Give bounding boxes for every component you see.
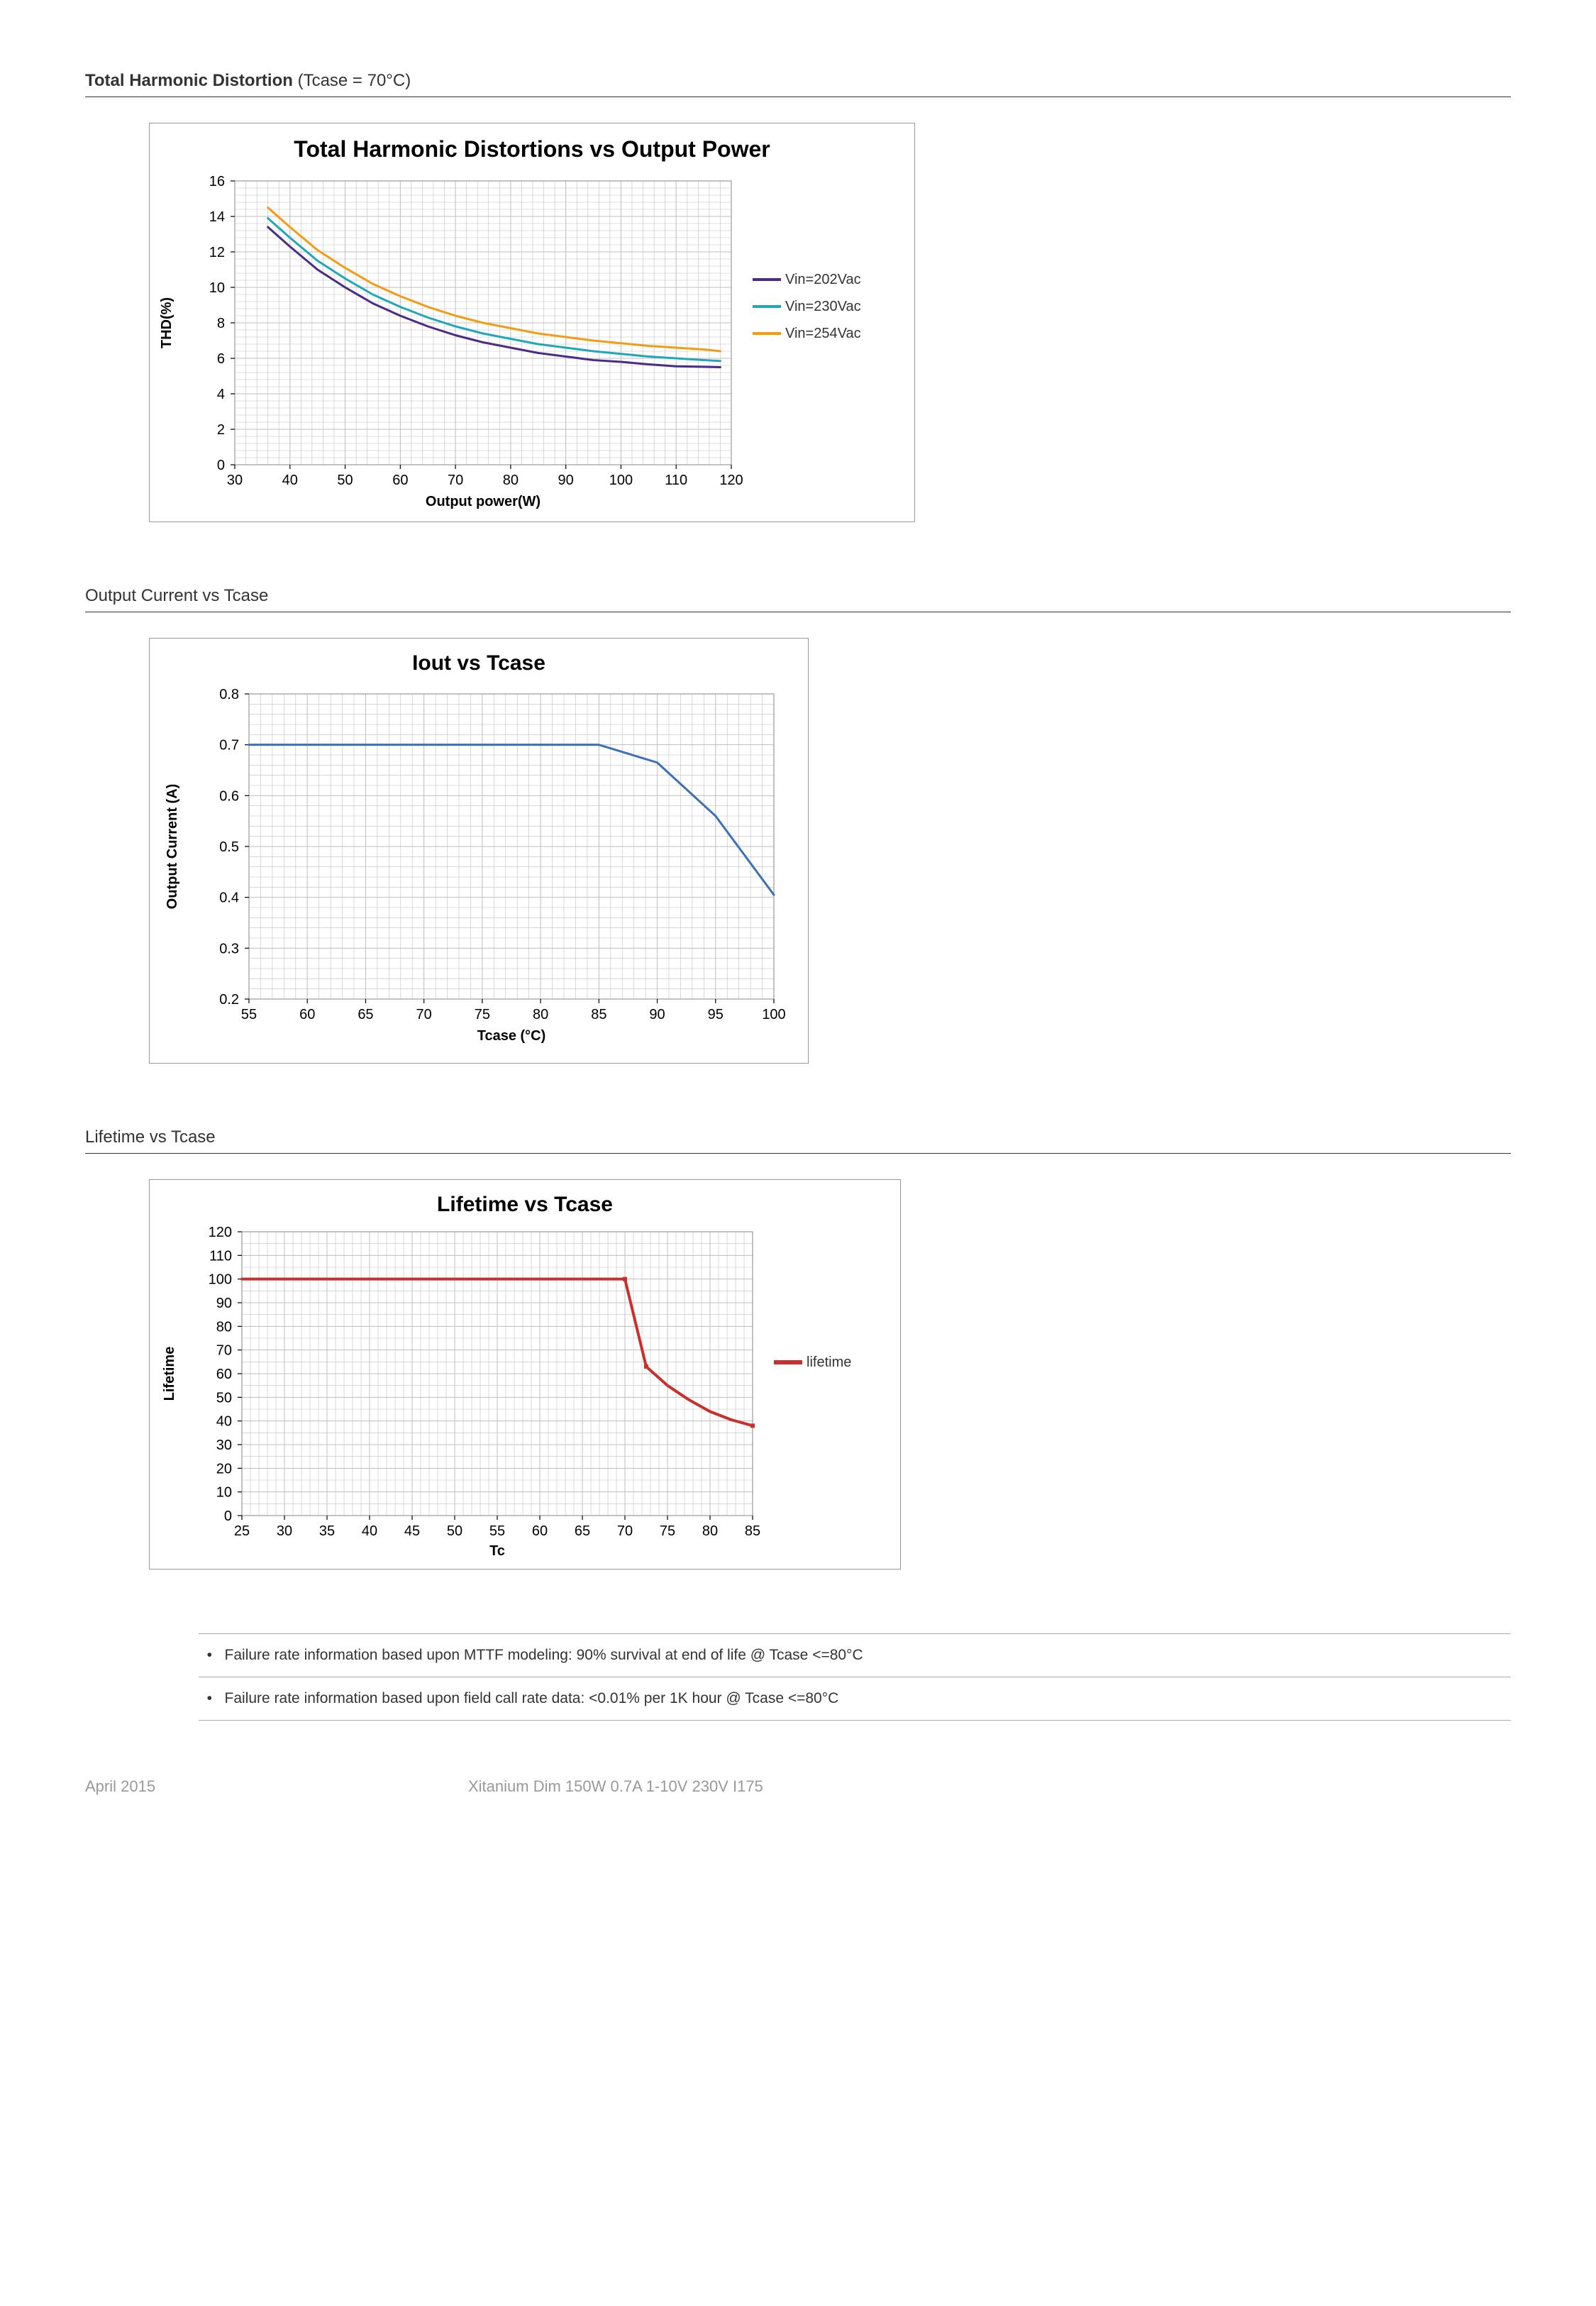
svg-text:Tc: Tc <box>489 1543 505 1559</box>
svg-text:6: 6 <box>217 351 225 367</box>
svg-text:120: 120 <box>209 1225 232 1240</box>
svg-text:75: 75 <box>475 1007 490 1022</box>
svg-text:40: 40 <box>216 1414 232 1430</box>
svg-text:8: 8 <box>217 316 225 331</box>
svg-text:16: 16 <box>209 174 225 189</box>
svg-text:0.4: 0.4 <box>219 890 239 906</box>
svg-text:40: 40 <box>362 1523 377 1539</box>
svg-text:0.6: 0.6 <box>219 788 239 804</box>
svg-text:Lifetime: Lifetime <box>162 1347 177 1401</box>
svg-text:50: 50 <box>216 1390 232 1406</box>
notes: • Failure rate information based upon MT… <box>199 1633 1511 1721</box>
svg-text:60: 60 <box>299 1007 315 1022</box>
chart1-thd: Total Harmonic Distortions vs Output Pow… <box>149 123 915 522</box>
svg-text:90: 90 <box>649 1007 665 1022</box>
svg-text:85: 85 <box>591 1007 606 1022</box>
svg-text:10: 10 <box>216 1485 232 1501</box>
svg-text:0.5: 0.5 <box>219 839 239 855</box>
svg-text:110: 110 <box>209 1248 232 1264</box>
svg-text:0.8: 0.8 <box>219 687 239 702</box>
svg-text:50: 50 <box>337 473 353 488</box>
svg-text:85: 85 <box>745 1523 760 1539</box>
svg-text:80: 80 <box>702 1523 718 1539</box>
svg-text:70: 70 <box>216 1343 232 1359</box>
svg-text:100: 100 <box>609 473 633 488</box>
chart2-svg: 55 60 65 70 75 80 85 90 95 100 0.2 0.3 0.4 0.5 0.6 0.7 0… <box>150 680 809 1063</box>
svg-text:55: 55 <box>241 1007 257 1022</box>
svg-text:0: 0 <box>217 458 225 473</box>
chart3-legend: lifetime <box>774 1349 851 1376</box>
svg-text:60: 60 <box>392 473 408 488</box>
section3-header: Lifetime vs Tcase <box>85 1127 1511 1154</box>
chart2-title: Iout vs Tcase <box>150 639 808 680</box>
svg-text:70: 70 <box>448 473 463 488</box>
svg-text:Tcase (°C): Tcase (°C) <box>477 1028 546 1044</box>
section2-header: Output Current vs Tcase <box>85 586 1511 612</box>
svg-text:40: 40 <box>282 473 298 488</box>
svg-text:90: 90 <box>558 473 574 488</box>
svg-text:80: 80 <box>216 1319 232 1335</box>
svg-text:0.2: 0.2 <box>219 992 239 1008</box>
svg-text:75: 75 <box>660 1523 675 1539</box>
svg-text:Output Current (A): Output Current (A) <box>165 784 180 910</box>
chart3-svg: 25 30 35 40 45 50 55 60 65 70 75 80 85 0 10 20 30 40 50 60 7… <box>150 1221 902 1569</box>
svg-text:30: 30 <box>277 1523 292 1539</box>
svg-text:35: 35 <box>319 1523 335 1539</box>
svg-text:THD(%): THD(%) <box>159 297 174 348</box>
svg-text:80: 80 <box>533 1007 548 1022</box>
svg-text:55: 55 <box>489 1523 505 1539</box>
svg-text:110: 110 <box>665 473 687 488</box>
svg-text:120: 120 <box>719 473 743 488</box>
note-2: • Failure rate information based upon fi… <box>199 1677 1511 1721</box>
chart3-lifetime: Lifetime vs Tcase 25 30 35 40 45 50 55 60 65 70 75… <box>149 1179 901 1569</box>
chart2-iout: Iout vs Tcase 55 60 65 70 75 80 85 90 95 100 0.2 0.… <box>149 638 809 1064</box>
svg-text:65: 65 <box>358 1007 373 1022</box>
svg-text:0.3: 0.3 <box>219 941 239 956</box>
section1-bold: Total Harmonic Distortion <box>85 71 293 90</box>
svg-text:90: 90 <box>216 1296 232 1311</box>
svg-text:Output power(W): Output power(W) <box>426 494 541 509</box>
footer-date: April 2015 <box>85 1777 468 1796</box>
svg-text:2: 2 <box>217 422 225 438</box>
svg-text:95: 95 <box>708 1007 724 1022</box>
footer-product: Xitanium Dim 150W 0.7A 1-10V 230V I175 <box>468 1777 763 1796</box>
section1-rest: (Tcase = 70°C) <box>293 71 411 90</box>
svg-text:30: 30 <box>216 1438 232 1453</box>
svg-text:0.7: 0.7 <box>219 738 239 754</box>
svg-text:12: 12 <box>209 245 225 260</box>
svg-text:70: 70 <box>416 1007 432 1022</box>
chart1-title: Total Harmonic Distortions vs Output Pow… <box>150 123 914 167</box>
svg-text:14: 14 <box>209 209 225 225</box>
section3-text: Lifetime vs Tcase <box>85 1127 216 1147</box>
chart3-title: Lifetime vs Tcase <box>150 1180 900 1221</box>
svg-text:20: 20 <box>216 1461 232 1477</box>
section1-header: Total Harmonic Distortion (Tcase = 70°C) <box>85 71 1511 97</box>
svg-text:65: 65 <box>575 1523 590 1539</box>
svg-text:10: 10 <box>209 280 225 296</box>
svg-text:70: 70 <box>617 1523 633 1539</box>
svg-text:80: 80 <box>503 473 519 488</box>
svg-text:45: 45 <box>404 1523 420 1539</box>
note-1: • Failure rate information based upon MT… <box>199 1633 1511 1677</box>
svg-text:60: 60 <box>532 1523 548 1539</box>
footer: April 2015 Xitanium Dim 150W 0.7A 1-10V … <box>85 1777 1511 1796</box>
svg-text:60: 60 <box>216 1367 232 1382</box>
svg-text:30: 30 <box>227 473 243 488</box>
svg-text:50: 50 <box>447 1523 462 1539</box>
chart1-legend: Vin=202VacVin=230VacVin=254Vac <box>753 266 861 347</box>
svg-text:0: 0 <box>224 1508 232 1524</box>
svg-text:25: 25 <box>234 1523 250 1539</box>
svg-text:4: 4 <box>217 387 225 402</box>
section2-text: Output Current vs Tcase <box>85 586 268 605</box>
svg-text:100: 100 <box>762 1007 785 1022</box>
svg-text:100: 100 <box>209 1272 232 1288</box>
